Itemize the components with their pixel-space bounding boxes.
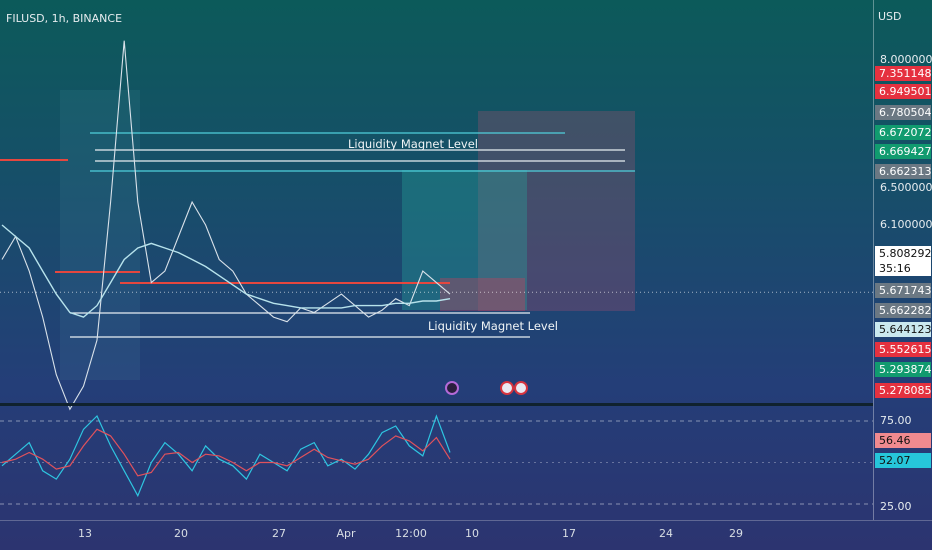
price-tag: 5.2938748 (875, 362, 932, 377)
time-label: 10 (465, 527, 479, 540)
long-target-box (402, 170, 527, 310)
highlight-zone (60, 90, 140, 380)
long-stop-box (440, 278, 525, 311)
price-tag: 7.3511480 (875, 66, 932, 81)
price-tag: 5.5526159 (875, 342, 932, 357)
price-tick: 8.0000000 (880, 53, 932, 66)
price-series-line (1, 40, 451, 411)
price-tag: 5.6717438 (875, 283, 932, 298)
price-tag: 6.7805041 (875, 105, 932, 120)
liquidity-label-lower[interactable]: Liquidity Magnet Level (428, 319, 559, 333)
price-tag: 6.6720725 (875, 125, 932, 140)
price-tag: 6.6694273 (875, 144, 932, 159)
time-label: 20 (174, 527, 188, 540)
time-label: 17 (562, 527, 576, 540)
price-axis-title: USD (878, 10, 902, 23)
price-tick: 6.5000000 (880, 181, 932, 194)
rsi-ma-line (1, 428, 451, 477)
chart-title: FILUSD, 1h, BINANCE (6, 12, 123, 25)
time-label: 24 (659, 527, 673, 540)
time-label: 12:00 (395, 527, 427, 540)
lightning-event-icon[interactable] (445, 381, 459, 395)
time-label: 29 (729, 527, 743, 540)
liquidity-label-upper[interactable]: Liquidity Magnet Level (348, 137, 479, 151)
price-tag: 5.6441230 (875, 322, 932, 337)
us-flag-event-icon[interactable] (514, 381, 528, 395)
pane-separator[interactable] (0, 403, 873, 406)
rsi-tick: 75.00 (880, 414, 912, 427)
rsi-tick: 25.00 (880, 500, 912, 513)
rsi-line (1, 414, 451, 498)
time-label: 13 (78, 527, 92, 540)
price-tick: 6.1000000 (880, 218, 932, 231)
rsi-tag: 56.46 (875, 433, 931, 448)
current-price-tag: 5.8082926 (875, 246, 932, 261)
price-tag: 6.9495012 (875, 84, 932, 99)
time-label: Apr (336, 527, 356, 540)
time-label: 27 (272, 527, 286, 540)
time-axis-border (0, 520, 932, 521)
price-tag: 6.6623138 (875, 164, 932, 179)
rsi-ma-tag: 52.07 (875, 453, 931, 468)
us-flag-event-icon[interactable] (500, 381, 514, 395)
price-axis-border (873, 0, 874, 520)
countdown-tag: 35:16 (875, 261, 931, 276)
price-tag: 5.2780851 (875, 383, 932, 398)
moving-average-line (1, 224, 451, 318)
short-position-box (478, 111, 635, 311)
